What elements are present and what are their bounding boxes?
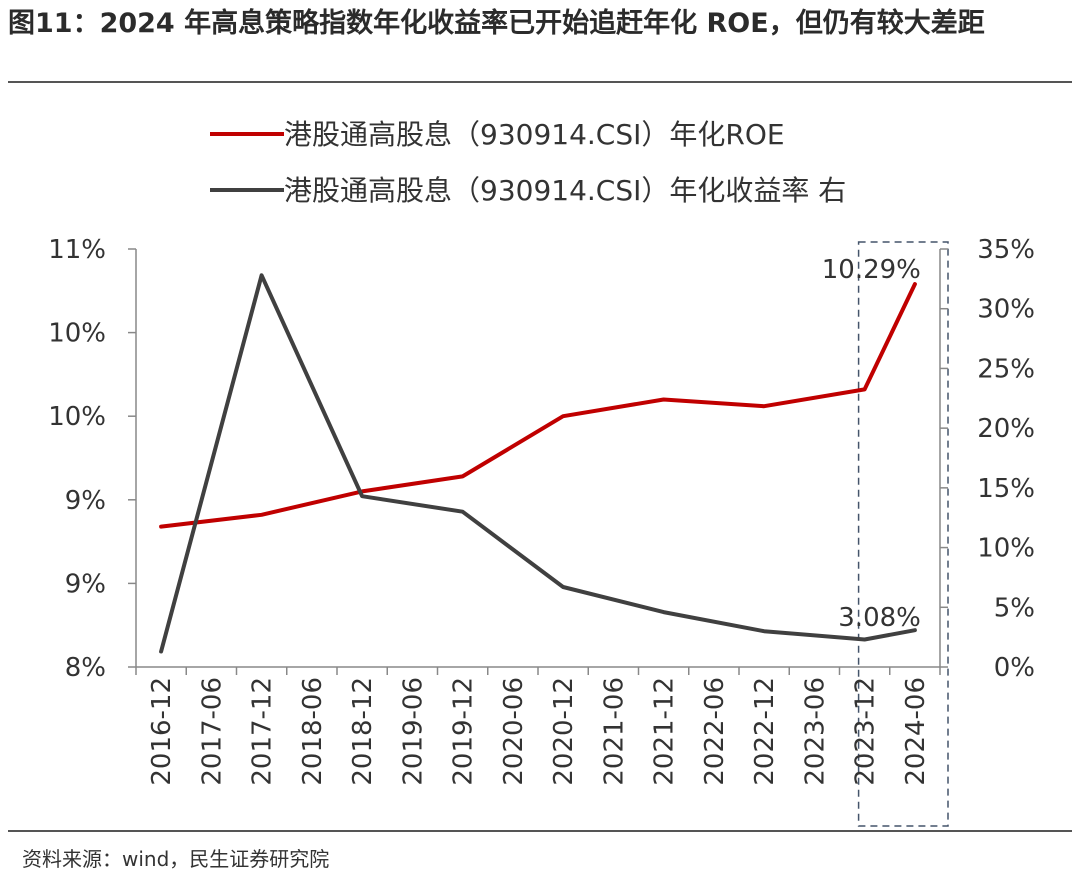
right-axis-tick-label: 35%	[977, 235, 1035, 265]
left-axis-tick-label: 9%	[65, 569, 106, 599]
series-line-2	[159, 273, 917, 654]
chart-title: 图11：2024 年高息策略指数年化收益率已开始追赶年化 ROE，但仍有较大差距	[8, 8, 985, 39]
axes-group: 8% 9% 9% 10% 10% 11% 0% 5% 10% 15% 20% 25% 30% 35% 201…	[48, 235, 1035, 786]
x-axis-tick-label: 2021-12	[650, 677, 680, 786]
series-group	[159, 273, 917, 654]
x-axis-tick-label: 2020-06	[499, 677, 529, 786]
x-axis-tick-label: 2024-06	[901, 677, 931, 786]
left-axis-tick-label: 10%	[48, 319, 106, 349]
series-line-1	[159, 282, 917, 529]
annotations-group: 10.29% 3.08%	[822, 255, 921, 633]
left-axis-tick-label: 11%	[48, 235, 106, 265]
right-axis-tick-label: 10%	[977, 534, 1035, 564]
source-divider	[8, 830, 1072, 832]
x-axis-tick-label: 2023-12	[851, 677, 881, 786]
legend: 港股通高股息（930914.CSI）年化ROE 港股通高股息（930914.CSI…	[210, 118, 846, 207]
right-axis-tick-label: 5%	[994, 593, 1035, 623]
right-axis-tick-label: 25%	[977, 354, 1035, 384]
source-note: 资料来源：wind，民生证券研究院	[22, 847, 330, 871]
right-axis-tick-label: 30%	[977, 295, 1035, 325]
x-axis-tick-label: 2022-06	[700, 677, 730, 786]
right-axis-tick-label: 20%	[977, 414, 1035, 444]
x-axis-tick-label: 2021-06	[599, 677, 629, 786]
legend-label-1: 港股通高股息（930914.CSI）年化ROE	[284, 118, 785, 151]
x-axis-tick-label: 2018-06	[298, 677, 328, 786]
data-label: 3.08%	[838, 603, 921, 633]
data-label: 10.29%	[822, 255, 921, 285]
right-axis-tick-label: 15%	[977, 474, 1035, 504]
legend-label-2: 港股通高股息（930914.CSI）年化收益率 右	[284, 174, 846, 207]
x-axis-tick-label: 2016-12	[147, 677, 177, 786]
left-axis-tick-label: 10%	[48, 402, 106, 432]
x-axis-tick-label: 2017-12	[248, 677, 278, 786]
title-divider	[8, 81, 1072, 83]
left-axis-tick-label: 9%	[65, 486, 106, 516]
x-axis-tick-label: 2022-12	[750, 677, 780, 786]
right-axis-tick-label: 0%	[994, 653, 1035, 683]
x-axis-tick-label: 2019-06	[398, 677, 428, 786]
x-axis-tick-label: 2023-06	[800, 677, 830, 786]
left-axis-tick-label: 8%	[65, 653, 106, 683]
x-axis-tick-label: 2020-12	[549, 677, 579, 786]
x-axis-tick-label: 2017-06	[197, 677, 227, 786]
x-axis-tick-label: 2018-12	[348, 677, 378, 786]
x-axis-tick-label: 2019-12	[449, 677, 479, 786]
